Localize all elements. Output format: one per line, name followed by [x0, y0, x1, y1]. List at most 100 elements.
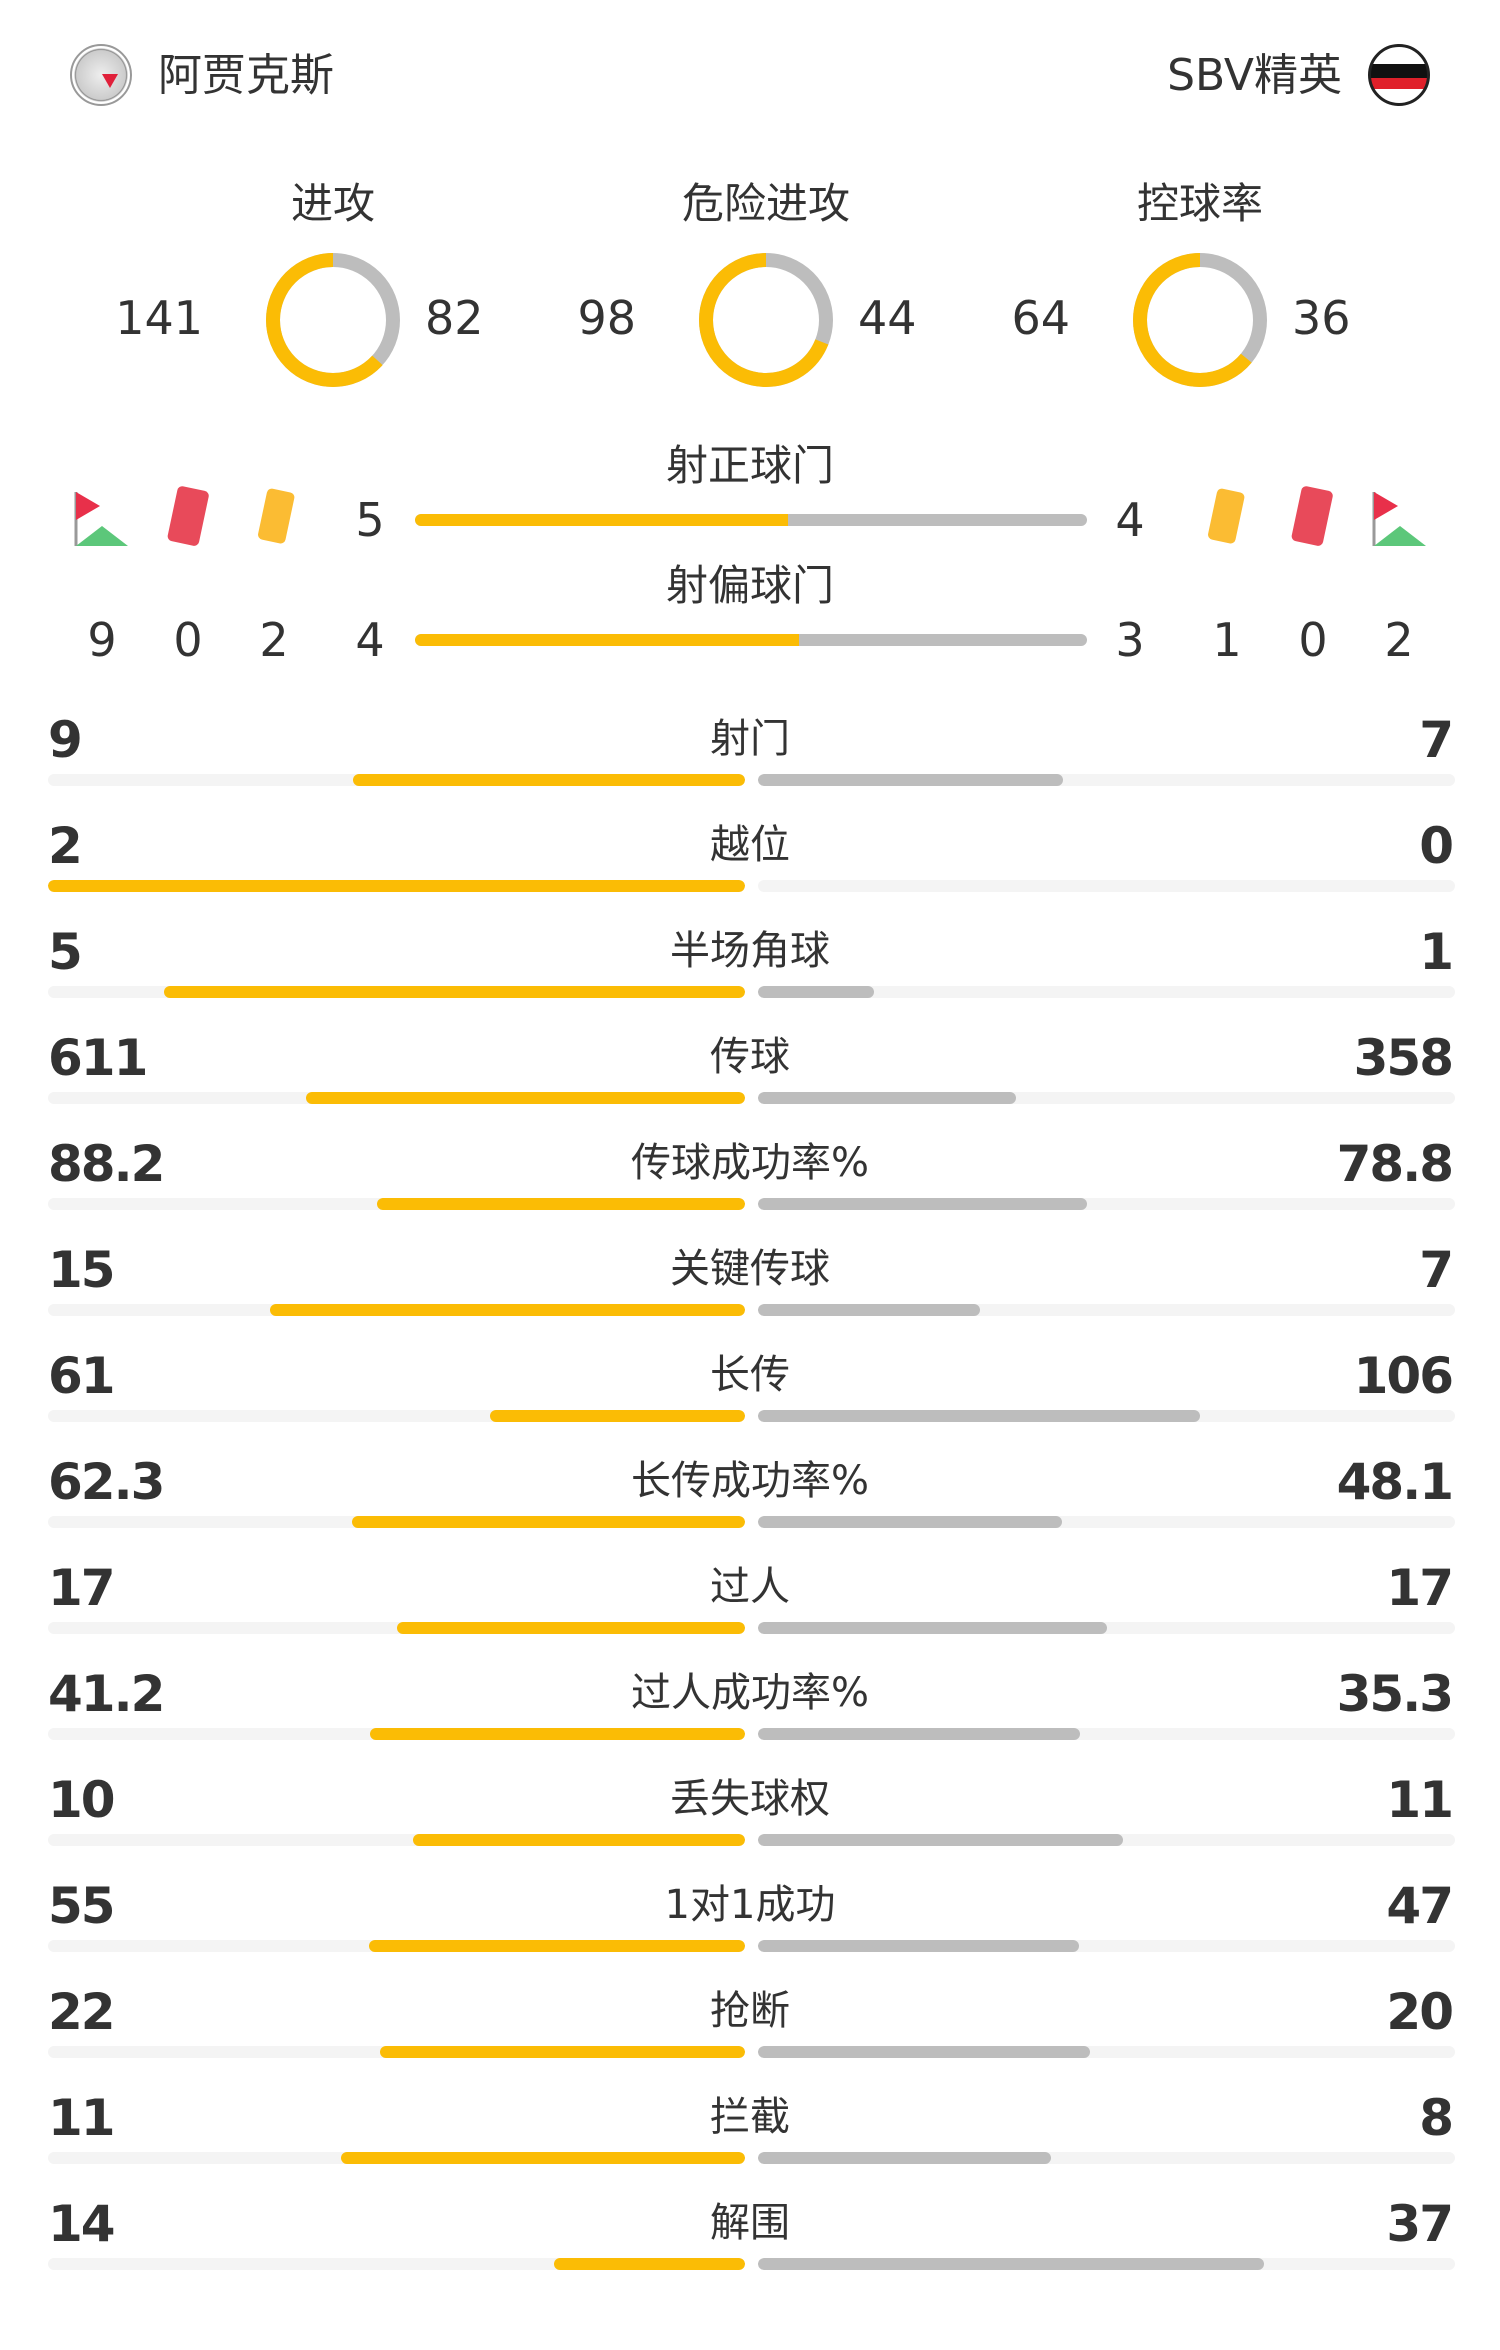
- stat-label: 射门: [710, 716, 790, 762]
- stat-label: 长传: [710, 1352, 790, 1398]
- stat-label: 过人: [710, 1564, 790, 1610]
- stat-away-bar: [758, 1410, 1455, 1422]
- stat-home-bar: [48, 1304, 745, 1316]
- pie-title: 进攻: [290, 179, 375, 228]
- stat-away-bar: [758, 1198, 1455, 1210]
- stat-label: 抢断: [710, 1988, 790, 2034]
- stat-home-bar: [48, 1516, 745, 1528]
- stat-away-bar: [758, 1092, 1455, 1104]
- stat-home-bar: [48, 2258, 745, 2270]
- stat-home-value: 62.3: [48, 1453, 165, 1511]
- stat-row: 11 拦截 8: [0, 2088, 1500, 2188]
- stat-away-value: 106: [1353, 1347, 1454, 1405]
- shots-off-home: 4: [355, 613, 385, 667]
- shots-off-target-title: 射偏球门: [665, 561, 834, 610]
- red-card-icon: [1291, 486, 1333, 546]
- pie-donut: [1133, 253, 1267, 387]
- stat-away-value: 47: [1386, 1877, 1454, 1935]
- stat-row: 17 过人 17: [0, 1558, 1500, 1658]
- stat-row: 611 传球 358: [0, 1028, 1500, 1128]
- stat-away-bar: [758, 1516, 1455, 1528]
- stat-label: 长传成功率%: [630, 1458, 869, 1504]
- stat-home-bar: [48, 1198, 745, 1210]
- pie-away-value: 44: [858, 291, 917, 345]
- pie-donut: [266, 253, 400, 387]
- stat-away-bar: [758, 2046, 1455, 2058]
- stat-away-bar: [758, 1304, 1455, 1316]
- stat-home-value: 611: [48, 1029, 148, 1087]
- stat-label: 解围: [710, 2200, 790, 2246]
- pie-away-value: 36: [1292, 291, 1351, 345]
- stat-away-value: 35.3: [1336, 1665, 1454, 1723]
- stat-home-value: 5: [48, 923, 83, 981]
- home-yellow-count: 2: [259, 613, 289, 667]
- stat-row: 14 解围 37: [0, 2194, 1500, 2294]
- stat-away-bar: [758, 986, 1455, 998]
- stat-away-bar: [758, 1834, 1455, 1846]
- stat-away-value: 20: [1386, 1983, 1454, 2041]
- away-corners-count: 2: [1384, 613, 1414, 667]
- stat-away-value: 0: [1419, 817, 1454, 875]
- shots-on-home: 5: [355, 493, 385, 547]
- shots-on-target-title: 射正球门: [665, 441, 834, 490]
- stat-home-value: 15: [48, 1241, 116, 1299]
- stat-home-bar: [48, 880, 745, 892]
- stat-label: 1对1成功: [664, 1882, 836, 1928]
- home-corners-count: 9: [87, 613, 117, 667]
- shots-on-away: 4: [1115, 493, 1145, 547]
- pie-title: 控球率: [1136, 179, 1263, 228]
- stat-away-bar: [758, 1940, 1455, 1952]
- stat-row: 10 丢失球权 11: [0, 1770, 1500, 1870]
- stat-home-bar: [48, 986, 745, 998]
- corner-flag-icon: [1372, 492, 1426, 546]
- stat-row: 55 1对1成功 47: [0, 1876, 1500, 1976]
- stat-label: 越位: [710, 822, 790, 868]
- away-team-logo: [1368, 44, 1430, 106]
- away-team-name: SBV精英: [1167, 50, 1342, 101]
- home-team-name: 阿贾克斯: [158, 50, 334, 101]
- corner-flag-icon: [74, 492, 128, 546]
- stat-home-bar: [48, 1728, 745, 1740]
- stat-home-bar: [48, 2046, 745, 2058]
- stat-home-value: 55: [48, 1877, 116, 1935]
- stat-away-bar: [758, 2258, 1455, 2270]
- stat-home-value: 22: [48, 1983, 116, 2041]
- stat-row: 61 长传 106: [0, 1346, 1500, 1446]
- stat-away-value: 8: [1419, 2089, 1454, 2147]
- home-red-count: 0: [173, 613, 203, 667]
- pie-home-arc: [266, 253, 400, 387]
- stat-home-bar: [48, 2152, 745, 2164]
- stat-row: 2 越位 0: [0, 816, 1500, 916]
- stat-home-value: 10: [48, 1771, 116, 1829]
- stat-row: 41.2 过人成功率% 35.3: [0, 1664, 1500, 1764]
- yellow-card-icon: [258, 488, 295, 544]
- stat-home-value: 88.2: [48, 1135, 165, 1193]
- shots-off-bar: [415, 634, 1087, 646]
- stat-home-value: 11: [48, 2089, 116, 2147]
- stat-away-value: 37: [1386, 2195, 1454, 2253]
- stat-row: 9 射门 7: [0, 710, 1500, 810]
- stat-home-value: 41.2: [48, 1665, 165, 1723]
- pie-home-value: 98: [577, 291, 636, 345]
- stat-home-bar: [48, 1410, 745, 1422]
- stat-row: 5 半场角球 1: [0, 922, 1500, 1022]
- stat-label: 传球: [710, 1034, 790, 1080]
- stat-row: 15 关键传球 7: [0, 1240, 1500, 1340]
- stat-away-value: 1: [1419, 923, 1454, 981]
- stat-away-value: 11: [1386, 1771, 1454, 1829]
- stat-label: 过人成功率%: [630, 1670, 869, 1716]
- pie-home-value: 64: [1011, 291, 1070, 345]
- stat-home-value: 61: [48, 1347, 116, 1405]
- stat-home-value: 17: [48, 1559, 116, 1617]
- stat-away-value: 7: [1419, 711, 1454, 769]
- stat-away-value: 48.1: [1336, 1453, 1454, 1511]
- pie-home-value: 141: [115, 291, 203, 345]
- stat-away-value: 358: [1353, 1029, 1454, 1087]
- stat-home-bar: [48, 1940, 745, 1952]
- shots-off-away: 3: [1115, 613, 1145, 667]
- stat-home-bar: [48, 1622, 745, 1634]
- pie-home-arc: [699, 253, 833, 387]
- stat-away-bar: [758, 1728, 1455, 1740]
- shots-on-bar: [415, 514, 1087, 526]
- stat-label: 半场角球: [670, 928, 830, 974]
